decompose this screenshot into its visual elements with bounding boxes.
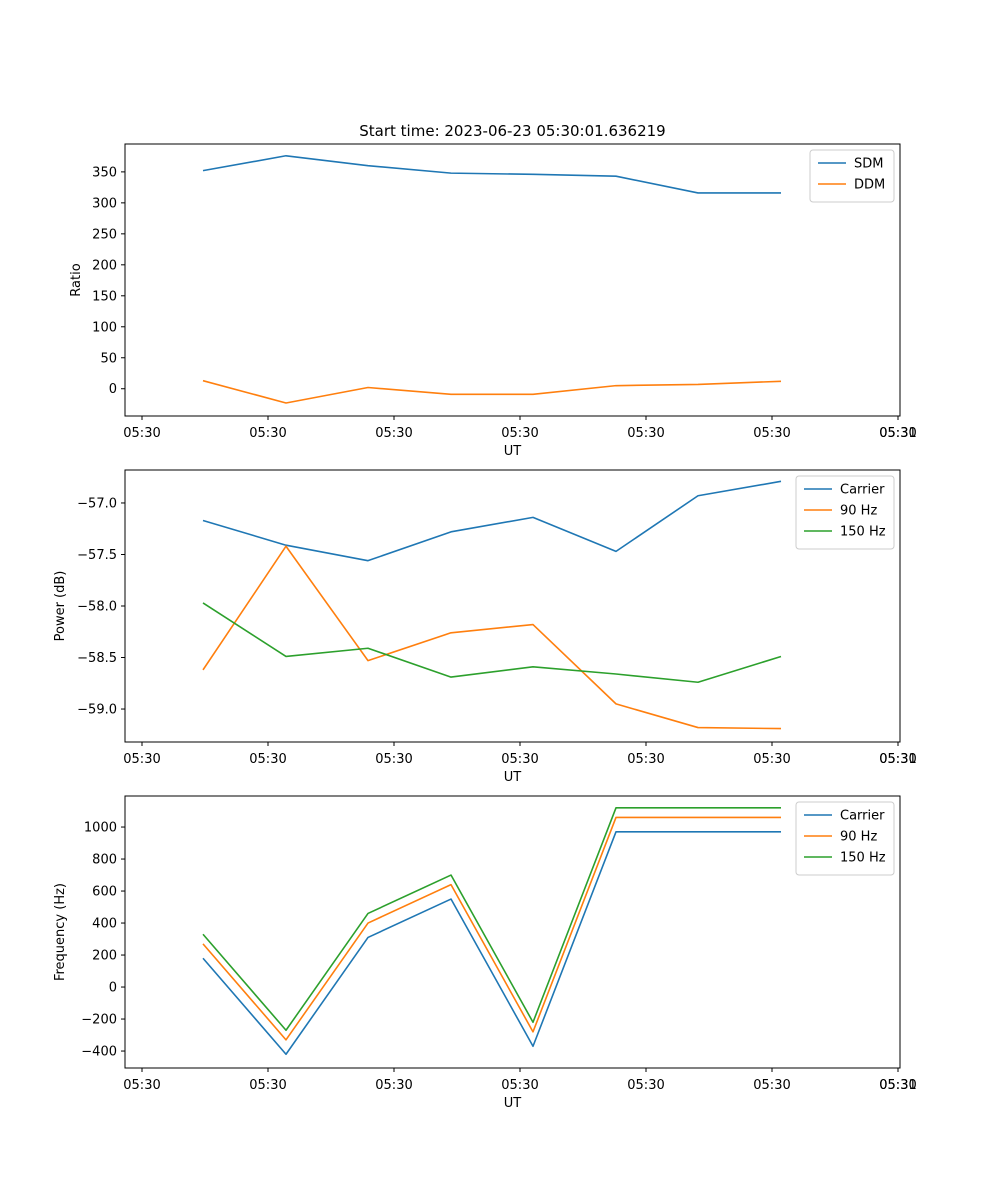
legend-entry: 150 Hz	[840, 851, 886, 866]
y-tick-label: 150	[92, 289, 117, 304]
legend-entry: 90 Hz	[840, 830, 877, 845]
x-tick-label: 05:30	[249, 1078, 286, 1093]
y-tick-label: −58.0	[77, 600, 117, 615]
y-tick-label: −58.5	[77, 651, 117, 666]
y-tick-label: −57.0	[77, 496, 117, 511]
legend-entry: SDM	[854, 157, 883, 172]
legend: Carrier 90 Hz 150 Hz	[795, 475, 895, 550]
x-tick-label: 05:30	[249, 752, 286, 767]
axes-frame	[124, 143, 901, 417]
x-tick-label: 05:30	[375, 752, 412, 767]
x-tick-label: 05:30	[501, 426, 538, 441]
x-tick-label: 05:30	[753, 426, 790, 441]
y-tick-label: 1000	[84, 821, 117, 836]
y-tick-label: 200	[92, 949, 117, 964]
series-line-2-2	[202, 545, 782, 730]
y-tick-label: 250	[92, 227, 117, 242]
x-tick-label: 05:30	[753, 1078, 790, 1093]
x-tick-label: 05:30	[753, 752, 790, 767]
x-tick-label: 05:30	[123, 752, 160, 767]
x-tick-label: 05:30	[375, 1078, 412, 1093]
x-tick-label: 05:30	[879, 752, 916, 767]
y-tick-label: 0	[109, 382, 117, 397]
legend-entry: Carrier	[840, 809, 885, 824]
x-tick-label: 05:30	[879, 426, 916, 441]
x-tick-label: 05:30	[123, 1078, 160, 1093]
legend-entry: DDM	[854, 178, 885, 193]
x-axis-label: UT	[504, 444, 522, 459]
y-axis-label: Ratio	[69, 263, 84, 296]
x-tick-label: 05:30	[375, 426, 412, 441]
y-tick-label: 800	[92, 853, 117, 868]
y-tick-label: −400	[81, 1045, 117, 1060]
series-line-2-3	[202, 602, 782, 684]
x-tick-label: 05:30	[501, 752, 538, 767]
y-tick-label: 50	[100, 351, 117, 366]
x-tick-label: 05:30	[627, 426, 664, 441]
x-tick-label: 05:30	[627, 752, 664, 767]
y-tick-label: 400	[92, 917, 117, 932]
subplot-2: 05:30 05:30 05:30 05:30 05:30 05:30 05:3005:31…	[53, 469, 917, 785]
legend-entry: Carrier	[840, 483, 885, 498]
legend: SDM DDM	[809, 149, 895, 203]
y-tick-label: −200	[81, 1013, 117, 1028]
x-tick-label: 05:30	[879, 1078, 916, 1093]
subplot-1: 05:30 05:30 05:30 05:30 05:30 05:30 05:3005:31…	[69, 143, 917, 459]
x-tick-label: 05:30	[123, 426, 160, 441]
y-tick-label: 200	[92, 258, 117, 273]
x-tick-label: 05:31	[879, 426, 916, 441]
series-line-3-3	[202, 807, 781, 1032]
series-line-3-1	[202, 831, 781, 1056]
y-tick-label: 300	[92, 196, 117, 211]
y-tick-label: 600	[92, 885, 117, 900]
figure-title: Start time: 2023-06-23 05:30:01.636219	[359, 122, 665, 140]
series-line-2-1	[202, 480, 782, 562]
legend-entry: 150 Hz	[840, 525, 886, 540]
x-tick-label: 05:30	[501, 1078, 538, 1093]
x-tick-label: 05:30	[627, 1078, 664, 1093]
legend-entry: 90 Hz	[840, 504, 877, 519]
y-axis-label: Frequency (Hz)	[53, 883, 68, 981]
x-axis-label: UT	[504, 1096, 522, 1111]
x-tick-label: 05:30	[249, 426, 286, 441]
y-tick-label: 0	[109, 981, 117, 996]
series-line-1-1	[202, 154, 781, 194]
y-tick-label: 100	[92, 320, 117, 335]
series-line-3-2	[202, 816, 781, 1041]
series-line-1-2	[202, 379, 782, 404]
y-tick-label: −57.5	[77, 548, 117, 563]
y-axis-label: Power (dB)	[53, 571, 68, 642]
subplot-3: 05:30 05:30 05:30 05:30 05:30 05:30 05:3005:31…	[53, 795, 917, 1111]
y-tick-label: −59.0	[77, 703, 117, 718]
x-tick-label: 05:31	[879, 752, 916, 767]
legend: Carrier 90 Hz 150 Hz	[795, 801, 895, 876]
x-tick-label: 05:31	[879, 1078, 916, 1093]
axes-frame	[124, 795, 901, 1069]
x-axis-label: UT	[504, 770, 522, 785]
y-tick-label: 350	[92, 165, 117, 180]
